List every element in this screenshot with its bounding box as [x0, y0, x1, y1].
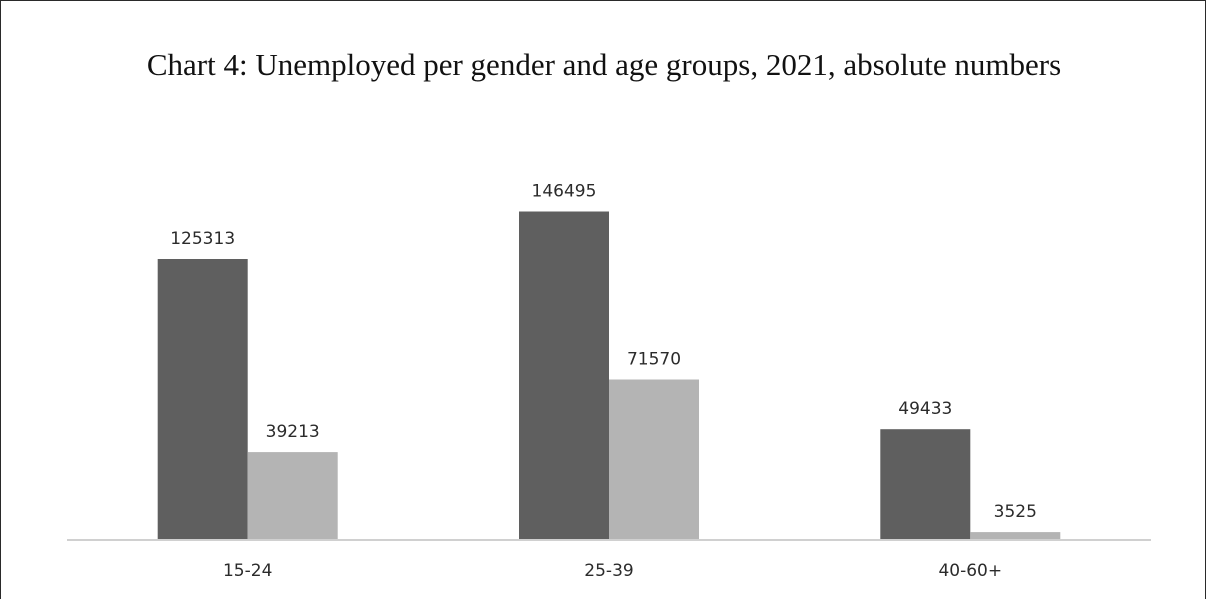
data-label-40-60+-series-2: 3525: [994, 502, 1037, 522]
data-label-25-39-series-1: 146495: [532, 182, 597, 202]
data-label-40-60+-series-1: 49433: [898, 399, 952, 419]
bar-25-39-series-2: [609, 379, 699, 540]
chart-title: Chart 4: Unemployed per gender and age g…: [146, 47, 1062, 82]
bar-25-39-series-1: [519, 211, 609, 540]
data-label-15-24-series-1: 125313: [170, 229, 235, 249]
bar-40-60+-series-2: [970, 532, 1061, 540]
x-tick-label-40-60+: 40-60+: [938, 561, 1002, 581]
bar-15-24-series-1: [157, 259, 248, 540]
x-tick-label-15-24: 15-24: [223, 561, 272, 581]
labels-layer: 125313 39213 15-24 146495 71570 25-39 49433 352…: [170, 182, 1037, 582]
bar-15-24-series-2: [247, 452, 338, 540]
data-label-25-39-series-2: 71570: [627, 350, 681, 370]
x-tick-label-25-39: 25-39: [584, 561, 633, 581]
bar-40-60+-series-1: [880, 429, 971, 540]
data-label-15-24-series-2: 39213: [266, 422, 320, 442]
bars-layer: [157, 211, 1061, 540]
